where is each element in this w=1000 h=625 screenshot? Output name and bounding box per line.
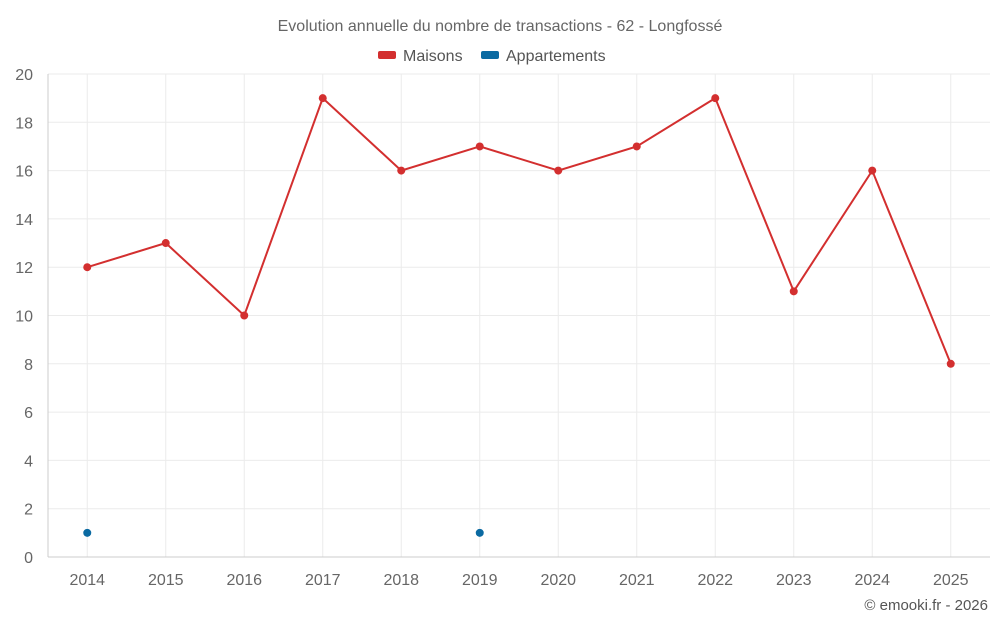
legend-item-maisons[interactable]: Maisons [378,48,463,65]
series-line-maisons [86,96,952,365]
y-tick-label: 0 [24,550,33,567]
data-point-appartements-2019[interactable] [475,528,484,537]
x-tick-label: 2024 [854,572,890,589]
data-point-maisons-2015[interactable] [161,239,170,248]
legend: Maisons Appartements [378,48,606,65]
x-tick-label: 2022 [697,572,733,589]
x-tick-label: 2015 [148,572,184,589]
y-tick-label: 20 [15,67,33,84]
legend-item-appartements[interactable]: Appartements [481,48,606,65]
credit-text: © emooki.fr - 2026 [864,597,988,614]
y-tick-label: 18 [15,115,33,132]
y-tick-label: 4 [24,453,33,470]
x-tick-label: 2017 [305,572,341,589]
x-tick-label: 2025 [933,572,969,589]
x-tick-label: 2020 [540,572,576,589]
x-tick-label: 2016 [226,572,262,589]
y-tick-label: 2 [24,502,33,519]
data-point-maisons-2024[interactable] [868,166,877,175]
data-point-maisons-2017[interactable] [318,94,327,103]
legend-label-maisons: Maisons [403,48,463,65]
data-point-maisons-2025[interactable] [946,359,955,368]
x-tick-label: 2018 [383,572,419,589]
axes: 0 2 4 6 8 10 12 14 16 18 20 2014 2015 2016 2017 2018 201… [15,67,990,589]
y-tick-label: 12 [15,260,33,277]
x-tick-label: 2021 [619,572,655,589]
data-point-maisons-2014[interactable] [83,263,92,272]
data-point-maisons-2022[interactable] [711,94,720,103]
y-tick-label: 10 [15,309,33,326]
data-point-maisons-2023[interactable] [789,287,798,296]
data-point-maisons-2020[interactable] [554,166,563,175]
gridlines [48,73,990,558]
y-tick-label: 6 [24,405,33,422]
x-tick-label: 2014 [69,572,105,589]
data-point-maisons-2019[interactable] [475,142,484,151]
x-tick-label: 2019 [462,572,498,589]
x-tick-label: 2023 [776,572,812,589]
data-point-maisons-2016[interactable] [240,311,249,320]
series [83,94,955,537]
data-point-maisons-2018[interactable] [397,166,406,175]
data-point-maisons-2021[interactable] [632,142,641,151]
y-tick-label: 14 [15,212,33,229]
y-tick-label: 16 [15,164,33,181]
legend-label-appartements: Appartements [506,48,606,65]
chart-title: Evolution annuelle du nombre de transact… [278,18,723,35]
data-point-appartements-2014[interactable] [83,528,92,537]
y-tick-label: 8 [24,357,33,374]
legend-swatch-appartements [481,51,499,59]
legend-swatch-maisons [378,51,396,59]
